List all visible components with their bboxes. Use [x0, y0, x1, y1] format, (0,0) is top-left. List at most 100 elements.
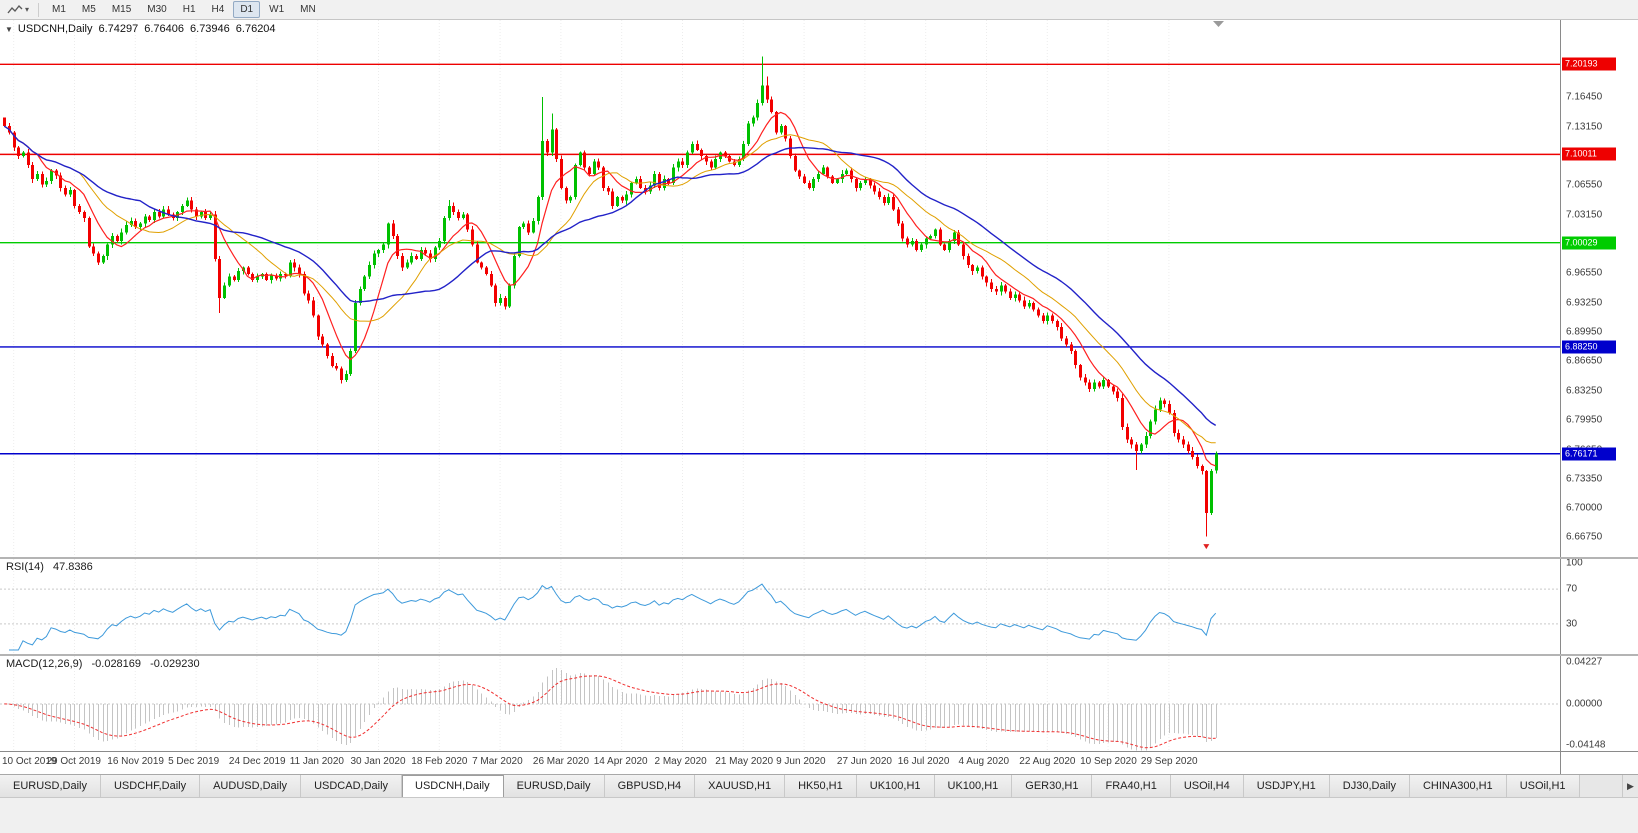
chart-collapse-button[interactable]: ▼ [5, 24, 13, 34]
axis-corner [1560, 751, 1638, 774]
price-axis[interactable]: 7.164507.131507.098507.065507.031506.998… [1560, 20, 1638, 751]
chart-tab-usdcnh-daily[interactable]: USDCNH,Daily [402, 775, 504, 797]
date-tick-label: 24 Dec 2019 [228, 756, 286, 767]
date-tick-label: 16 Nov 2019 [107, 756, 164, 767]
rsi-scale-label: 70 [1566, 583, 1578, 595]
macd-name: MACD(12,26,9) [6, 658, 83, 670]
ohlc-open-value: 6.74297 [98, 23, 139, 35]
date-tick-label: 10 Oct 2019 [2, 756, 57, 767]
price-tick-label: 6.96550 [1566, 267, 1603, 279]
price-level-tag: 7.20193 [1562, 57, 1616, 71]
price-tick-label: 6.66750 [1566, 531, 1603, 543]
price-tick-label: 6.73350 [1566, 473, 1603, 485]
chart-tab-gbpusd-h4[interactable]: GBPUSD,H4 [604, 775, 696, 797]
price-tick-label: 6.70000 [1566, 502, 1603, 514]
date-tick-label: 14 Apr 2020 [593, 756, 648, 767]
chart-tab-xauusd-h1[interactable]: XAUUSD,H1 [695, 775, 786, 797]
macd-scale-label: 0.04227 [1566, 656, 1603, 668]
chart-tab-ger30-h1[interactable]: GER30,H1 [1012, 775, 1093, 797]
tab-scroll-right-button[interactable]: ▶ [1622, 775, 1638, 797]
date-tick-label: 30 Jan 2020 [350, 756, 406, 767]
price-tick-label: 6.79950 [1566, 414, 1603, 426]
price-tick-label: 6.83250 [1566, 385, 1603, 397]
ohlc-close-value: 6.76204 [235, 23, 276, 35]
macd-scale-label: -0.04148 [1566, 739, 1606, 751]
timeframe-button-mn[interactable]: MN [300, 4, 316, 15]
date-tick-label: 7 Mar 2020 [472, 756, 523, 767]
date-tick-label: 5 Dec 2019 [168, 756, 220, 767]
chart-type-button[interactable]: ▾ [3, 3, 33, 17]
rsi-name: RSI(14) [6, 561, 44, 573]
grid-layer [13, 20, 1170, 557]
chart-tab-usoil-h1[interactable]: USOil,H1 [1506, 775, 1580, 797]
status-bar [0, 797, 1638, 833]
date-tick-label: 4 Aug 2020 [958, 756, 1010, 767]
price-tick-label: 7.13150 [1566, 121, 1603, 133]
arrow-object [1203, 544, 1210, 550]
chart-tab-usdcad-daily[interactable]: USDCAD,Daily [301, 775, 403, 797]
timeframe-button-d1[interactable]: D1 [233, 1, 261, 18]
timeframe-button-m30[interactable]: M30 [147, 4, 167, 15]
macd-signal-line [4, 675, 1216, 749]
rsi-scale-label: 100 [1566, 557, 1583, 569]
chart-tab-hk50-h1[interactable]: HK50,H1 [785, 775, 857, 797]
price-tick-label: 6.93250 [1566, 297, 1603, 309]
date-tick-label: 11 Jan 2020 [289, 756, 344, 767]
horizontal-line-objects [0, 63, 1560, 455]
timeframe-button-m15[interactable]: M15 [111, 4, 132, 15]
chart-tab-dj30-daily[interactable]: DJ30,Daily [1329, 775, 1410, 797]
chart-tab-audusd-daily[interactable]: AUDUSD,Daily [200, 775, 302, 797]
date-tick-label: 10 Sep 2020 [1080, 756, 1137, 767]
chart-tab-fra40-h1[interactable]: FRA40,H1 [1092, 775, 1171, 797]
rsi-indicator-pane[interactable]: RSI(14) 47.8386 [0, 559, 1560, 654]
chart-title: ▼ USDCNH,Daily 6.74297 6.76406 6.73946 6… [5, 23, 276, 35]
price-tick-label: 6.89950 [1566, 326, 1603, 338]
timeframe-button-m1[interactable]: M1 [52, 4, 66, 15]
macd-histogram [9, 668, 1217, 751]
timeframe-button-w1[interactable]: W1 [269, 4, 285, 15]
macd-canvas[interactable] [0, 656, 1560, 751]
candlestick-chart-canvas[interactable] [0, 20, 1560, 557]
macd-main-value: -0.028169 [91, 658, 142, 670]
price-tick-label: 7.16450 [1566, 91, 1603, 103]
date-tick-label: 22 Aug 2020 [1019, 756, 1076, 767]
macd-indicator-pane[interactable]: MACD(12,26,9) -0.028169 -0.029230 [0, 656, 1560, 751]
macd-label: MACD(12,26,9) -0.028169 -0.029230 [6, 658, 200, 670]
rsi-canvas[interactable] [0, 559, 1560, 654]
date-tick-label: 29 Oct 2019 [46, 756, 101, 767]
date-tick-label: 9 Jun 2020 [776, 756, 826, 767]
date-tick-label: 21 May 2020 [715, 756, 774, 767]
date-tick-label: 2 May 2020 [654, 756, 707, 767]
chart-tab-china300-h1[interactable]: CHINA300,H1 [1409, 775, 1507, 797]
chart-tab-eurusd-daily[interactable]: EURUSD,Daily [0, 775, 101, 797]
rsi-value: 47.8386 [52, 561, 93, 573]
pane-divider[interactable] [0, 557, 1638, 559]
pane-divider[interactable] [0, 654, 1638, 656]
dropdown-caret-icon: ▾ [25, 4, 30, 14]
zigzag-chart-icon [7, 4, 23, 13]
chart-tab-uk100-h1[interactable]: UK100,H1 [934, 775, 1013, 797]
timeframe-button-m5[interactable]: M5 [81, 4, 96, 15]
chart-tab-usdjpy-h1[interactable]: USDJPY,H1 [1243, 775, 1330, 797]
macd-signal-value: -0.029230 [150, 658, 200, 670]
price-tick-label: 7.06550 [1566, 179, 1603, 191]
time-axis[interactable]: 10 Oct 2019 29 Oct 2019 16 Nov 2019 5 Dec 2… [0, 751, 1560, 774]
timeframe-button-h4[interactable]: H4 [211, 4, 225, 15]
chart-tab-usdchf-daily[interactable]: USDCHF,Daily [100, 775, 201, 797]
chart-tab-usoil-h4[interactable]: USOil,H4 [1170, 775, 1244, 797]
candles-layer [3, 56, 1218, 537]
timeframe-button-h1[interactable]: H1 [182, 4, 196, 15]
date-tick-label: 18 Feb 2020 [411, 756, 468, 767]
price-chart-pane[interactable]: ▼ USDCNH,Daily 6.74297 6.76406 6.73946 6… [0, 20, 1560, 557]
moving-averages-layer [3, 111, 1217, 467]
date-tick-label: 29 Sep 2020 [1140, 756, 1198, 767]
chart-tab-eurusd-daily[interactable]: EURUSD,Daily [503, 775, 605, 797]
price-tick-label: 7.03150 [1566, 209, 1603, 221]
date-tick-label: 26 Mar 2020 [532, 756, 590, 767]
price-level-tag: 6.88250 [1562, 340, 1616, 354]
price-tick-label: 6.86650 [1566, 355, 1603, 367]
chart-tab-uk100-h1[interactable]: UK100,H1 [856, 775, 935, 797]
chart-tabs-bar: EURUSD,Daily USDCHF,Daily AUDUSD,Daily USDC… [0, 774, 1638, 797]
chart-area: ▼ USDCNH,Daily 6.74297 6.76406 6.73946 6… [0, 20, 1638, 774]
chart-symbol-label: USDCNH,Daily [17, 23, 93, 35]
